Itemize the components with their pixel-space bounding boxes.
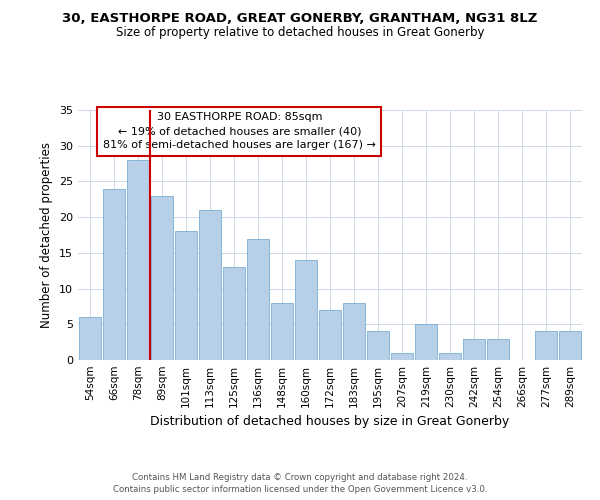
Bar <box>415 324 437 360</box>
Text: Contains HM Land Registry data © Crown copyright and database right 2024.: Contains HM Land Registry data © Crown c… <box>132 473 468 482</box>
Bar <box>367 332 389 360</box>
Bar <box>223 267 245 360</box>
Bar <box>151 196 173 360</box>
Bar <box>199 210 221 360</box>
Text: Contains public sector information licensed under the Open Government Licence v3: Contains public sector information licen… <box>113 484 487 494</box>
Bar <box>487 338 509 360</box>
Bar <box>535 332 557 360</box>
Bar <box>79 317 101 360</box>
Bar <box>175 232 197 360</box>
Bar <box>439 353 461 360</box>
X-axis label: Distribution of detached houses by size in Great Gonerby: Distribution of detached houses by size … <box>151 416 509 428</box>
Y-axis label: Number of detached properties: Number of detached properties <box>40 142 53 328</box>
Bar <box>463 338 485 360</box>
Bar <box>271 303 293 360</box>
Bar <box>247 238 269 360</box>
Bar <box>319 310 341 360</box>
Bar <box>103 188 125 360</box>
Bar <box>127 160 149 360</box>
Text: Size of property relative to detached houses in Great Gonerby: Size of property relative to detached ho… <box>116 26 484 39</box>
Bar <box>391 353 413 360</box>
Bar <box>559 332 581 360</box>
Bar <box>343 303 365 360</box>
Text: 30, EASTHORPE ROAD, GREAT GONERBY, GRANTHAM, NG31 8LZ: 30, EASTHORPE ROAD, GREAT GONERBY, GRANT… <box>62 12 538 26</box>
Text: 30 EASTHORPE ROAD: 85sqm
← 19% of detached houses are smaller (40)
81% of semi-d: 30 EASTHORPE ROAD: 85sqm ← 19% of detach… <box>103 112 376 150</box>
Bar <box>295 260 317 360</box>
